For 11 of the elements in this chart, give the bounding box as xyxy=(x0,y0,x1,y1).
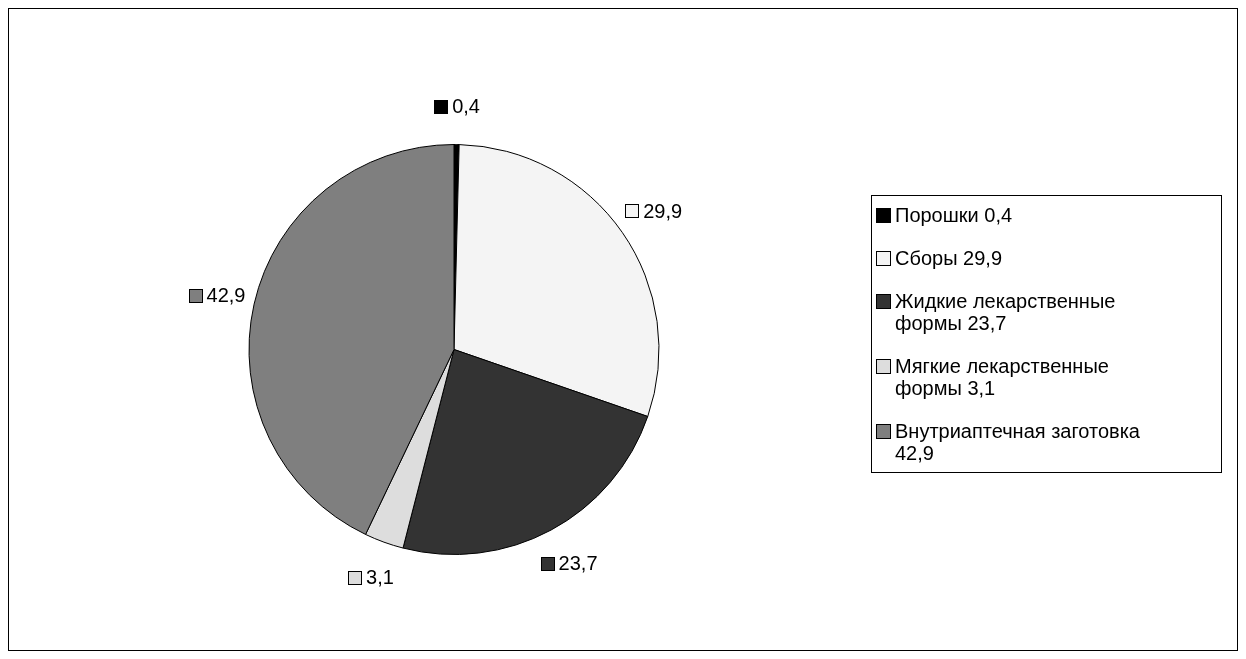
legend-label: Внутриаптечная заготовка xyxy=(895,420,1140,442)
legend-label: Сборы 29,9 xyxy=(895,247,1003,269)
data-label: 29,9 xyxy=(643,199,683,222)
data-label: 3,1 xyxy=(366,566,394,589)
legend-label: Мягкие лекарственные формы 3,1 xyxy=(895,355,1110,399)
data-label: 23,7 xyxy=(558,552,598,575)
legend-label: Жидкие лекарственные формы 23,7 xyxy=(895,290,1117,334)
data-label: 0,4 xyxy=(452,95,480,118)
legend-label: Порошки 0,4 xyxy=(895,204,1013,226)
text: 42,9 xyxy=(895,442,934,464)
data-label: 42,9 xyxy=(206,284,246,307)
